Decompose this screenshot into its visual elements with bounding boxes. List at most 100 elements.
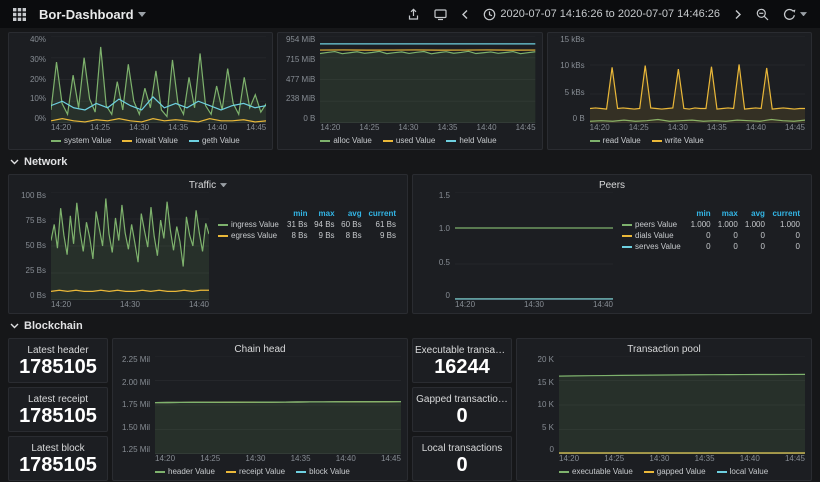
- panel-title-text: Transaction pool: [627, 344, 701, 355]
- legend-value: 8 Bs: [338, 230, 365, 241]
- plot-area[interactable]: [51, 192, 209, 300]
- legend-item[interactable]: egress Value: [215, 230, 283, 241]
- y-axis: 20 K15 K10 K5 K0: [523, 356, 559, 454]
- legend-column-header[interactable]: max: [714, 208, 741, 219]
- y-axis-label: 954 MiB: [286, 36, 315, 44]
- y-axis: 15 kBs10 kBs5 kBs0 B: [554, 36, 590, 123]
- x-axis-label: 14:45: [516, 123, 536, 132]
- plot-area[interactable]: [155, 356, 401, 454]
- legend-item[interactable]: block Value: [296, 467, 350, 476]
- legend-column-header[interactable]: current: [768, 208, 803, 219]
- panel-local-transactions[interactable]: Local transactions 0: [412, 436, 512, 481]
- legend-series-color: [622, 224, 632, 226]
- panel-latest-header[interactable]: Latest header 1785105: [8, 338, 108, 383]
- legend-item[interactable]: geth Value: [189, 136, 240, 145]
- legend-series-color: [383, 140, 393, 142]
- y-axis-label: 715 MiB: [286, 56, 315, 64]
- x-axis-label: 14:35: [695, 454, 715, 463]
- refresh-button[interactable]: [776, 0, 814, 28]
- time-shift-back-button[interactable]: [454, 0, 476, 28]
- y-axis-label: 0 B: [303, 115, 315, 123]
- legend-item[interactable]: used Value: [383, 136, 435, 145]
- y-axis-label: 1.0: [439, 225, 450, 233]
- plot-area[interactable]: [590, 36, 805, 123]
- legend-value: 61 Bs: [365, 219, 399, 230]
- legend-item[interactable]: held Value: [446, 136, 496, 145]
- legend-item[interactable]: peers Value: [619, 219, 686, 230]
- tv-mode-button[interactable]: [427, 0, 454, 28]
- legend-value: 1.000: [768, 219, 803, 230]
- traffic-legend-table: minmaxavgcurrentingress Value31 Bs94 Bs6…: [209, 192, 401, 311]
- legend-item[interactable]: ingress Value: [215, 219, 283, 230]
- panel-gapped-transactions[interactable]: Gapped transactio… 0: [412, 387, 512, 432]
- legend-item[interactable]: read Value: [590, 136, 641, 145]
- legend: header Value receipt Value block Value: [119, 465, 401, 478]
- legend-value: 0: [686, 230, 713, 241]
- x-axis-label: 14:30: [398, 123, 418, 132]
- legend-item[interactable]: alloc Value: [320, 136, 372, 145]
- plot-area[interactable]: [51, 36, 266, 123]
- legend-column-header[interactable]: min: [686, 208, 713, 219]
- y-axis-label: 10%: [30, 95, 46, 103]
- stat-value: 0: [456, 406, 467, 427]
- legend-label: block Value: [309, 467, 350, 476]
- legend-item[interactable]: executable Value: [559, 467, 633, 476]
- x-axis-label: 14:20: [155, 454, 175, 463]
- stat-value: 0: [456, 455, 467, 476]
- transaction-pool-panel-title[interactable]: Transaction pool: [523, 342, 805, 356]
- legend-series-color: [218, 235, 228, 237]
- latest-stats-column: Latest header 1785105 Latest receipt 178…: [8, 338, 108, 481]
- legend-item[interactable]: header Value: [155, 467, 215, 476]
- time-shift-forward-button[interactable]: [727, 0, 749, 28]
- dashboard-title[interactable]: Bor-Dashboard: [39, 7, 134, 22]
- apps-grid-button[interactable]: [6, 0, 33, 28]
- x-axis-label: 14:30: [524, 300, 544, 309]
- panel-latest-block[interactable]: Latest block 1785105: [8, 436, 108, 481]
- legend-item[interactable]: gapped Value: [644, 467, 706, 476]
- stat-value: 1785105: [19, 406, 97, 427]
- traffic-panel-title[interactable]: Traffic: [15, 178, 401, 192]
- legend-series-color: [622, 235, 632, 237]
- panel-cpu: 40%30%20%10%0%14:2014:2514:3014:3514:401…: [8, 32, 273, 150]
- legend: alloc Value used Value held Value: [284, 134, 535, 147]
- legend-column-header[interactable]: current: [365, 208, 399, 219]
- y-axis-label: 477 MiB: [286, 76, 315, 84]
- panel-latest-receipt[interactable]: Latest receipt 1785105: [8, 387, 108, 432]
- legend-item[interactable]: receipt Value: [226, 467, 285, 476]
- legend-column-header[interactable]: max: [310, 208, 337, 219]
- peers-legend-table: minmaxavgcurrentpeers Value1.0001.0001.0…: [613, 192, 805, 311]
- chain-head-panel-title[interactable]: Chain head: [119, 342, 401, 356]
- peers-panel-title[interactable]: Peers: [419, 178, 805, 192]
- plot-area[interactable]: [455, 192, 613, 300]
- stat-label: Executable transac…: [415, 345, 509, 356]
- section-header-blockchain[interactable]: Blockchain: [8, 318, 812, 334]
- plot-area[interactable]: [320, 36, 535, 123]
- panel-executable-transactions[interactable]: Executable transac… 16244: [412, 338, 512, 383]
- chevron-down-icon: [10, 159, 19, 165]
- plot-area[interactable]: [559, 356, 805, 454]
- legend-column-header[interactable]: avg: [338, 208, 365, 219]
- y-axis-label: 5 kBs: [565, 89, 585, 97]
- x-axis-label: 14:20: [559, 454, 579, 463]
- chevron-left-icon: [461, 9, 469, 20]
- legend-label: used Value: [396, 136, 435, 145]
- legend-item[interactable]: dials Value: [619, 230, 686, 241]
- legend-item[interactable]: iowait Value: [122, 136, 178, 145]
- legend-column-header[interactable]: avg: [741, 208, 768, 219]
- zoom-out-button[interactable]: [749, 0, 776, 28]
- legend-item[interactable]: write Value: [652, 136, 704, 145]
- share-button[interactable]: [400, 0, 427, 28]
- legend-item[interactable]: system Value: [51, 136, 111, 145]
- top-navbar: Bor-Dashboard 2020-07-07 14:16:26 to 202…: [0, 0, 820, 28]
- time-range-picker[interactable]: 2020-07-07 14:16:26 to 2020-07-07 14:46:…: [476, 0, 727, 28]
- legend-item[interactable]: serves Value: [619, 241, 686, 252]
- legend-series-color: [717, 471, 727, 473]
- legend-column-header[interactable]: min: [283, 208, 310, 219]
- legend-series-color: [559, 471, 569, 473]
- legend-item[interactable]: local Value: [717, 467, 769, 476]
- legend-value: 0: [741, 241, 768, 252]
- x-axis-label: 14:35: [707, 123, 727, 132]
- x-axis-label: 14:40: [740, 454, 760, 463]
- legend-series-color: [122, 140, 132, 142]
- section-header-network[interactable]: Network: [8, 154, 812, 170]
